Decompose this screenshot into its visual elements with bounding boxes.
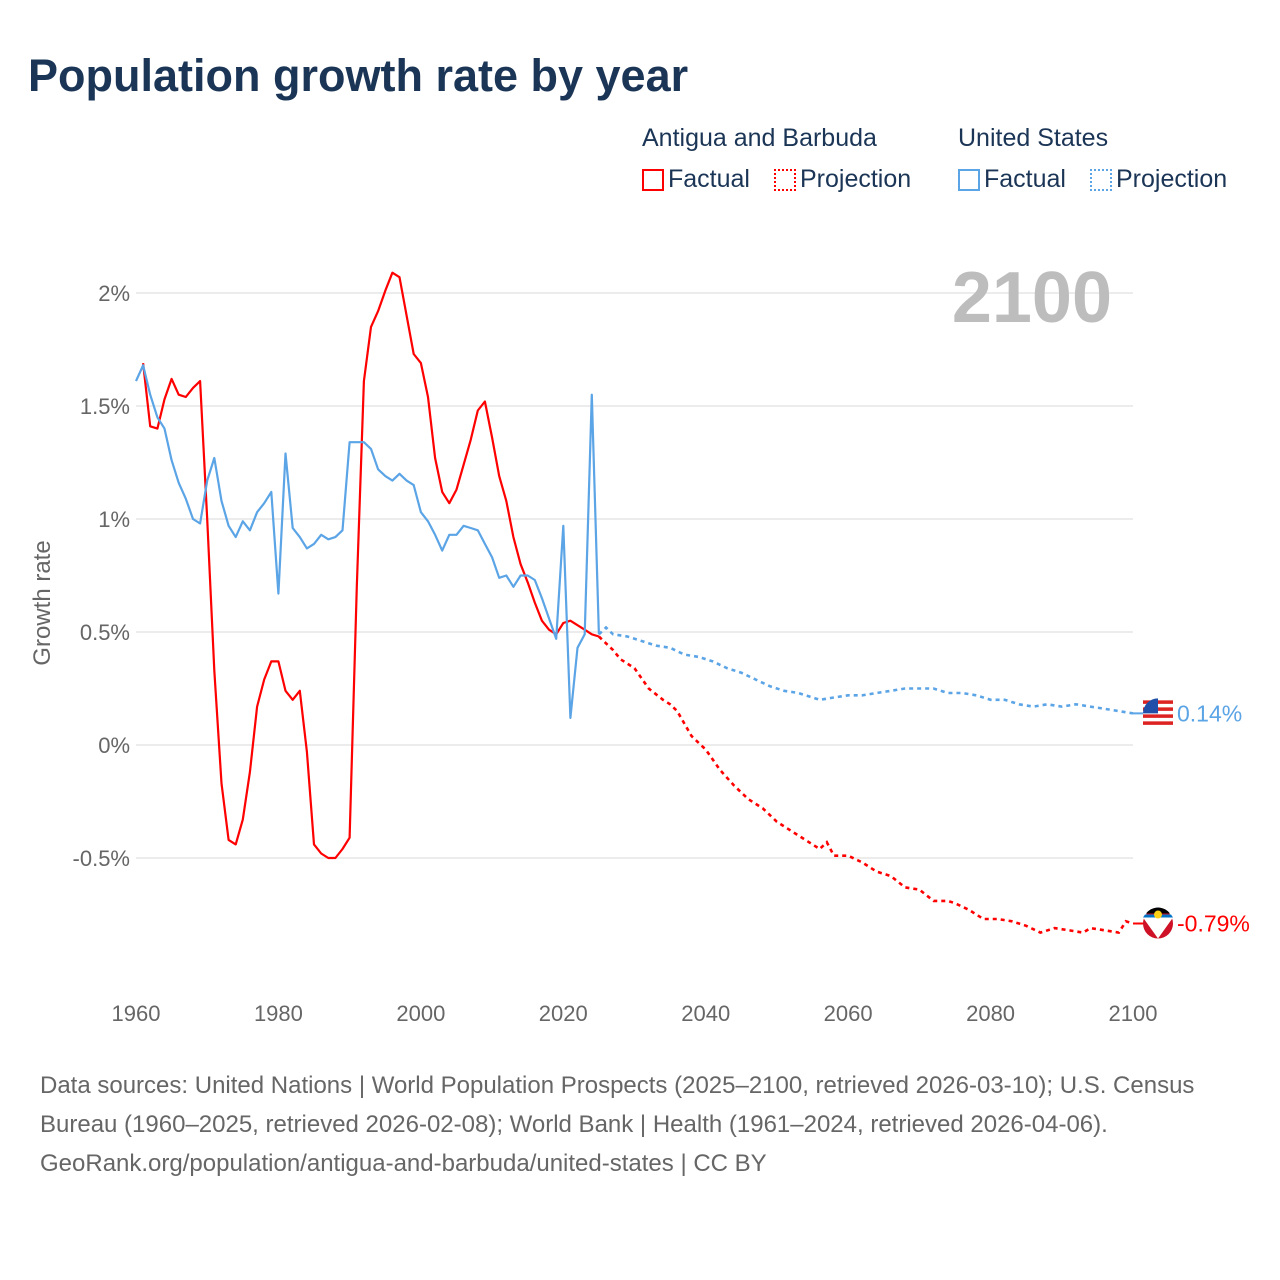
y-tick-label: 1% [98, 507, 130, 532]
series-projection-line [598, 625, 1134, 715]
legend-swatch-solid [958, 168, 980, 191]
antigua-flag-icon [1133, 907, 1173, 939]
legend-swatch-solid [642, 168, 664, 191]
legend-swatch-dotted [1089, 168, 1112, 191]
legend-label: Projection [799, 165, 912, 193]
legend-swatch-dotted [773, 168, 796, 191]
legend-united-states: United States Factual Projection [958, 124, 1245, 194]
y-tick-label: 1.5% [80, 394, 130, 419]
line-chart: 2% 1.5% 1% 0.5% 0% -0.5% 1960 1980 2000 2020 2040 2… [29, 258, 1250, 1026]
series-projection-line [598, 635, 1134, 935]
end-value-label: 0.14% [1177, 700, 1242, 726]
series-factual-line [134, 364, 600, 720]
legend-label: Factual [668, 165, 750, 193]
y-tick-label: 0% [98, 733, 130, 758]
us-flag-icon [1133, 698, 1173, 729]
legend-item-factual[interactable]: Factual [958, 165, 1066, 194]
year-label: 2100 [952, 258, 1112, 338]
credit-link[interactable]: GeoRank.org/population/antigua-and-barbu… [40, 1150, 767, 1177]
data-sources: Data sources: United Nations | World Pop… [40, 1072, 1195, 1138]
legend-label: Projection [1115, 165, 1228, 193]
footer: Data sources: United Nations | World Pop… [40, 1066, 1230, 1183]
x-tick-label: 2040 [681, 1001, 730, 1026]
x-tick-label: 1980 [254, 1001, 303, 1026]
x-tick-label: 2080 [966, 1001, 1015, 1026]
y-tick-label: -0.5% [73, 846, 130, 871]
x-tick-label: 2100 [1109, 1001, 1158, 1026]
legend-item-projection[interactable]: Projection [1089, 165, 1228, 194]
legend-antigua: Antigua and Barbuda Factual Projection [642, 124, 929, 194]
legend-item-factual[interactable]: Factual [642, 165, 750, 194]
y-tick-label: 2% [98, 281, 130, 306]
legend-country-name: United States [958, 124, 1109, 152]
x-tick-label: 2020 [539, 1001, 588, 1026]
y-axis-label: Growth rate [29, 540, 56, 665]
legend-country-name: Antigua and Barbuda [642, 124, 877, 152]
x-tick-label: 2000 [396, 1001, 445, 1026]
end-value-label: -0.79% [1177, 911, 1250, 937]
legend-label: Factual [984, 165, 1066, 193]
x-tick-label: 1960 [112, 1001, 161, 1026]
x-tick-label: 2060 [824, 1001, 873, 1026]
chart-title: Population growth rate by year [28, 50, 689, 101]
series-factual-line [142, 271, 600, 860]
legend-item-projection[interactable]: Projection [773, 165, 912, 194]
y-tick-label: 0.5% [80, 620, 130, 645]
